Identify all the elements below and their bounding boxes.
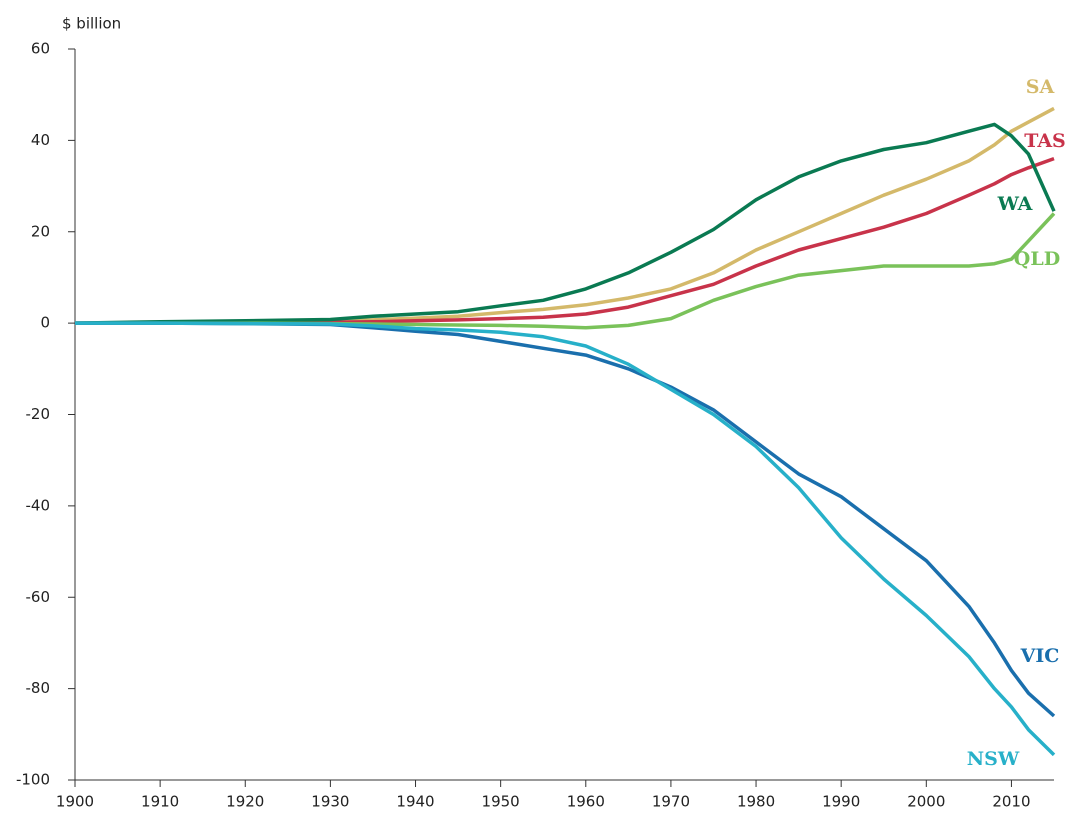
y-tick-label: 0 [40,314,50,332]
series-line [74,122,1056,325]
series-label: WA [997,193,1033,215]
y-axis-label: $ billion [62,15,121,33]
series-line [75,321,1056,718]
y-tick-label: -80 [26,679,51,697]
y-tick-label: -40 [26,496,51,514]
series-label: TAS [1024,130,1066,152]
series-line [75,212,1056,330]
x-tick-label: 1990 [822,793,860,811]
x-tick-label: 1940 [396,793,434,811]
series-line [74,106,1055,325]
y-tick-label: 40 [31,131,50,149]
x-tick-label: 1970 [652,793,690,811]
y-tick-label: -100 [16,771,50,789]
x-tick-label: 1920 [226,793,264,811]
series-line [75,156,1055,325]
y-tick-label: 60 [31,40,50,58]
y-tick-label: -20 [26,405,51,423]
series-line [75,321,1056,757]
series-label: SA [1026,76,1055,98]
series-label: VIC [1020,645,1060,667]
x-tick-label: 2010 [992,793,1030,811]
x-tick-label: 1900 [56,793,94,811]
y-tick-label: -60 [26,588,51,606]
x-tick-label: 2000 [907,793,945,811]
series-label: NSW [967,748,1020,770]
x-tick-label: 1930 [311,793,349,811]
x-tick-label: 1950 [482,793,520,811]
series-label: QLD [1014,248,1060,270]
x-tick-label: 1980 [737,793,775,811]
y-tick-label: 20 [31,222,50,240]
x-tick-label: 1910 [141,793,179,811]
x-tick-label: 1960 [567,793,605,811]
